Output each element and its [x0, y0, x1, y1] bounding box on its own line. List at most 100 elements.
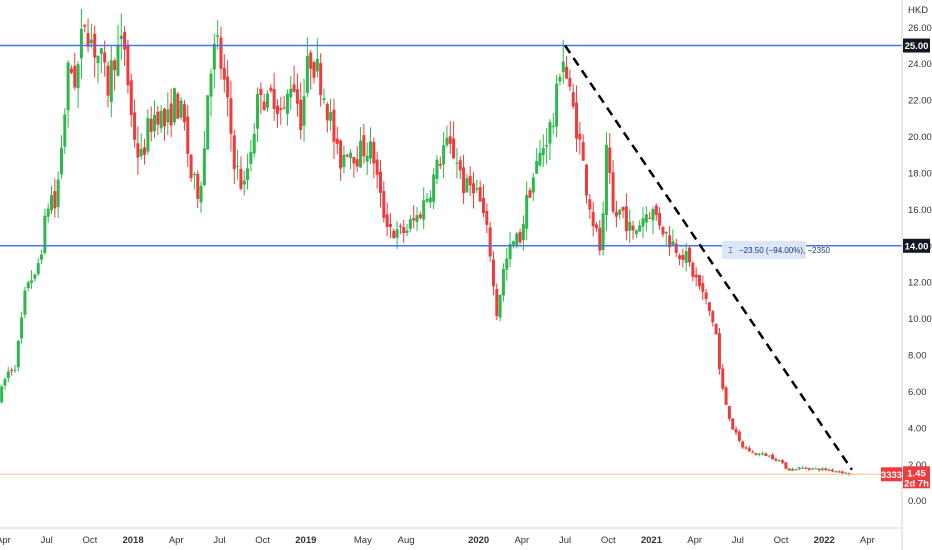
y-tick-label: 8.00	[908, 351, 927, 362]
measure-label-background	[722, 241, 806, 259]
candle-body	[804, 467, 808, 469]
candle-body	[362, 135, 366, 157]
candle-body	[601, 213, 605, 250]
candle-body	[688, 247, 692, 263]
candle-body	[26, 282, 30, 289]
candle-body	[608, 147, 612, 173]
candle-body	[182, 104, 186, 123]
candle-body	[209, 73, 213, 97]
candle-body	[618, 209, 622, 215]
candle-body	[289, 88, 293, 98]
candle-body	[508, 244, 512, 259]
candle-body	[69, 68, 73, 73]
trend-line-layer[interactable]	[564, 44, 853, 471]
candle-body	[252, 133, 256, 154]
candle-body	[398, 226, 402, 228]
candle-body	[571, 92, 575, 107]
symbol-tag	[881, 467, 902, 482]
trend-line[interactable]	[564, 44, 853, 471]
candle-body	[644, 214, 648, 223]
candle-body	[462, 167, 466, 194]
candle-body	[156, 111, 160, 125]
measure-label[interactable]: ⌶ −23.50 (−94.00%), −2350	[722, 241, 831, 259]
y-tick-label: 6.00	[908, 387, 927, 398]
candle-body	[697, 274, 701, 287]
candle-body	[807, 468, 811, 470]
candle-body	[664, 231, 668, 234]
x-tick-label: Jul	[559, 535, 571, 546]
candle-body	[20, 317, 24, 339]
candle-body	[382, 191, 386, 218]
candle-body	[764, 453, 768, 457]
candle-body	[335, 138, 339, 144]
symbol-tag-text: 3333	[881, 470, 902, 481]
candle-body	[581, 142, 585, 161]
candle-body	[246, 168, 250, 181]
candle-body	[199, 185, 203, 203]
candle-body	[129, 80, 133, 116]
candle-body	[359, 140, 363, 168]
countdown-text: 2d 7h	[904, 478, 929, 489]
candle-body	[668, 235, 672, 248]
candle-body	[495, 289, 499, 317]
candle-body	[598, 227, 602, 251]
candles-layer	[0, 8, 854, 476]
y-tick-label: 20.00	[908, 132, 932, 143]
candle-body	[103, 52, 107, 63]
candle-body	[428, 197, 432, 203]
candle-body	[299, 99, 303, 130]
candle-body	[531, 177, 535, 193]
candle-body	[352, 156, 356, 164]
candle-body	[46, 208, 50, 217]
candle-body	[717, 333, 721, 370]
candle-body	[442, 145, 446, 165]
candle-body	[541, 147, 545, 156]
time-axis[interactable]: Apr Jul Oct 2018 Apr Jul Oct 2019 May Aug 2020 Apr J…	[0, 527, 902, 546]
candle-body	[658, 213, 662, 226]
price-axis[interactable]: HKD 0.00 2.00 4.00 6.00 8.00 10.00 12.00 14.00 1…	[901, 0, 932, 550]
candle-body	[30, 280, 34, 283]
candle-body	[226, 76, 230, 98]
candle-body	[136, 143, 140, 158]
candle-body	[116, 44, 120, 76]
candle-body	[345, 154, 349, 157]
candle-body	[16, 340, 20, 368]
candle-body	[751, 452, 755, 454]
candle-body	[372, 141, 376, 164]
candle-body	[89, 39, 93, 44]
candle-body	[498, 294, 502, 318]
candle-body	[56, 179, 60, 208]
last-price-tag	[903, 466, 930, 489]
y-tick-label: 10.00	[908, 314, 932, 325]
candle-body	[714, 324, 718, 335]
candle-body	[153, 114, 157, 132]
candle-body	[312, 62, 316, 78]
candle-body	[491, 259, 495, 287]
candle-body	[269, 87, 273, 91]
candle-body	[628, 221, 632, 231]
candle-body	[408, 219, 412, 229]
horizontal-lines-layer[interactable]	[0, 44, 902, 247]
candle-body	[239, 168, 243, 189]
candle-body	[162, 108, 166, 127]
candle-body	[445, 137, 449, 146]
candle-body	[332, 109, 336, 142]
candle-body	[488, 227, 492, 257]
candle-body	[412, 218, 416, 221]
candle-body	[143, 147, 147, 155]
candle-body	[96, 55, 100, 64]
candle-body	[395, 229, 399, 238]
y-tick-label: 26.00	[908, 23, 932, 34]
candle-body	[212, 43, 216, 70]
candle-body	[375, 159, 379, 175]
candle-body	[113, 60, 117, 71]
candle-body	[528, 190, 532, 198]
candle-body	[189, 154, 193, 179]
candle-body	[325, 103, 329, 121]
candle-body	[66, 62, 70, 111]
candle-body	[415, 215, 419, 223]
candle-body	[33, 274, 37, 279]
candle-body	[787, 468, 791, 471]
